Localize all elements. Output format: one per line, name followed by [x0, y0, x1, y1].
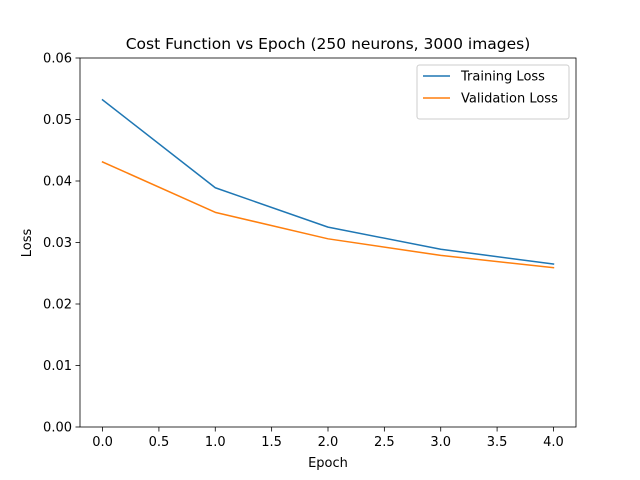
plot-frame: [79, 57, 577, 428]
x-tick-label: 0.5: [149, 435, 170, 450]
x-tick-label: 3.0: [430, 435, 451, 450]
x-axis-ticks: 0.0 0.5 1.0 1.5 2.0 2.5 3.0 3.5 4.0: [92, 427, 564, 450]
y-tick-label: 0.01: [43, 359, 72, 374]
x-tick-label: 1.0: [205, 435, 226, 450]
y-axis-label: Loss: [20, 229, 35, 258]
y-tick-label: 0.03: [43, 236, 72, 251]
y-tick-label: 0.02: [43, 298, 72, 313]
series-line-training-loss: [101, 98, 555, 265]
legend-box: [416, 64, 570, 120]
x-tick-label: 4.0: [543, 435, 564, 450]
y-tick-label: 0.00: [43, 421, 72, 436]
x-tick-label: 2.5: [374, 435, 395, 450]
series-line-validation-loss: [101, 160, 555, 269]
legend: Training Loss Validation Loss: [416, 64, 570, 120]
series-lines: [101, 98, 555, 269]
legend-entry-label: Training Loss: [460, 70, 545, 85]
y-tick-label: 0.04: [43, 175, 72, 190]
x-tick-label: 0.0: [92, 435, 113, 450]
y-tick-label: 0.06: [43, 52, 72, 67]
x-tick-label: 3.5: [487, 435, 508, 450]
chart-title: Cost Function vs Epoch (250 neurons, 300…: [126, 35, 531, 53]
legend-entry-label: Validation Loss: [461, 92, 558, 107]
x-tick-label: 1.5: [261, 435, 282, 450]
y-tick-label: 0.05: [43, 113, 72, 128]
x-tick-label: 2.0: [318, 435, 339, 450]
x-axis-label: Epoch: [308, 456, 348, 471]
y-axis-ticks: 0.00 0.01 0.02 0.03 0.04 0.05 0.06: [43, 52, 80, 436]
